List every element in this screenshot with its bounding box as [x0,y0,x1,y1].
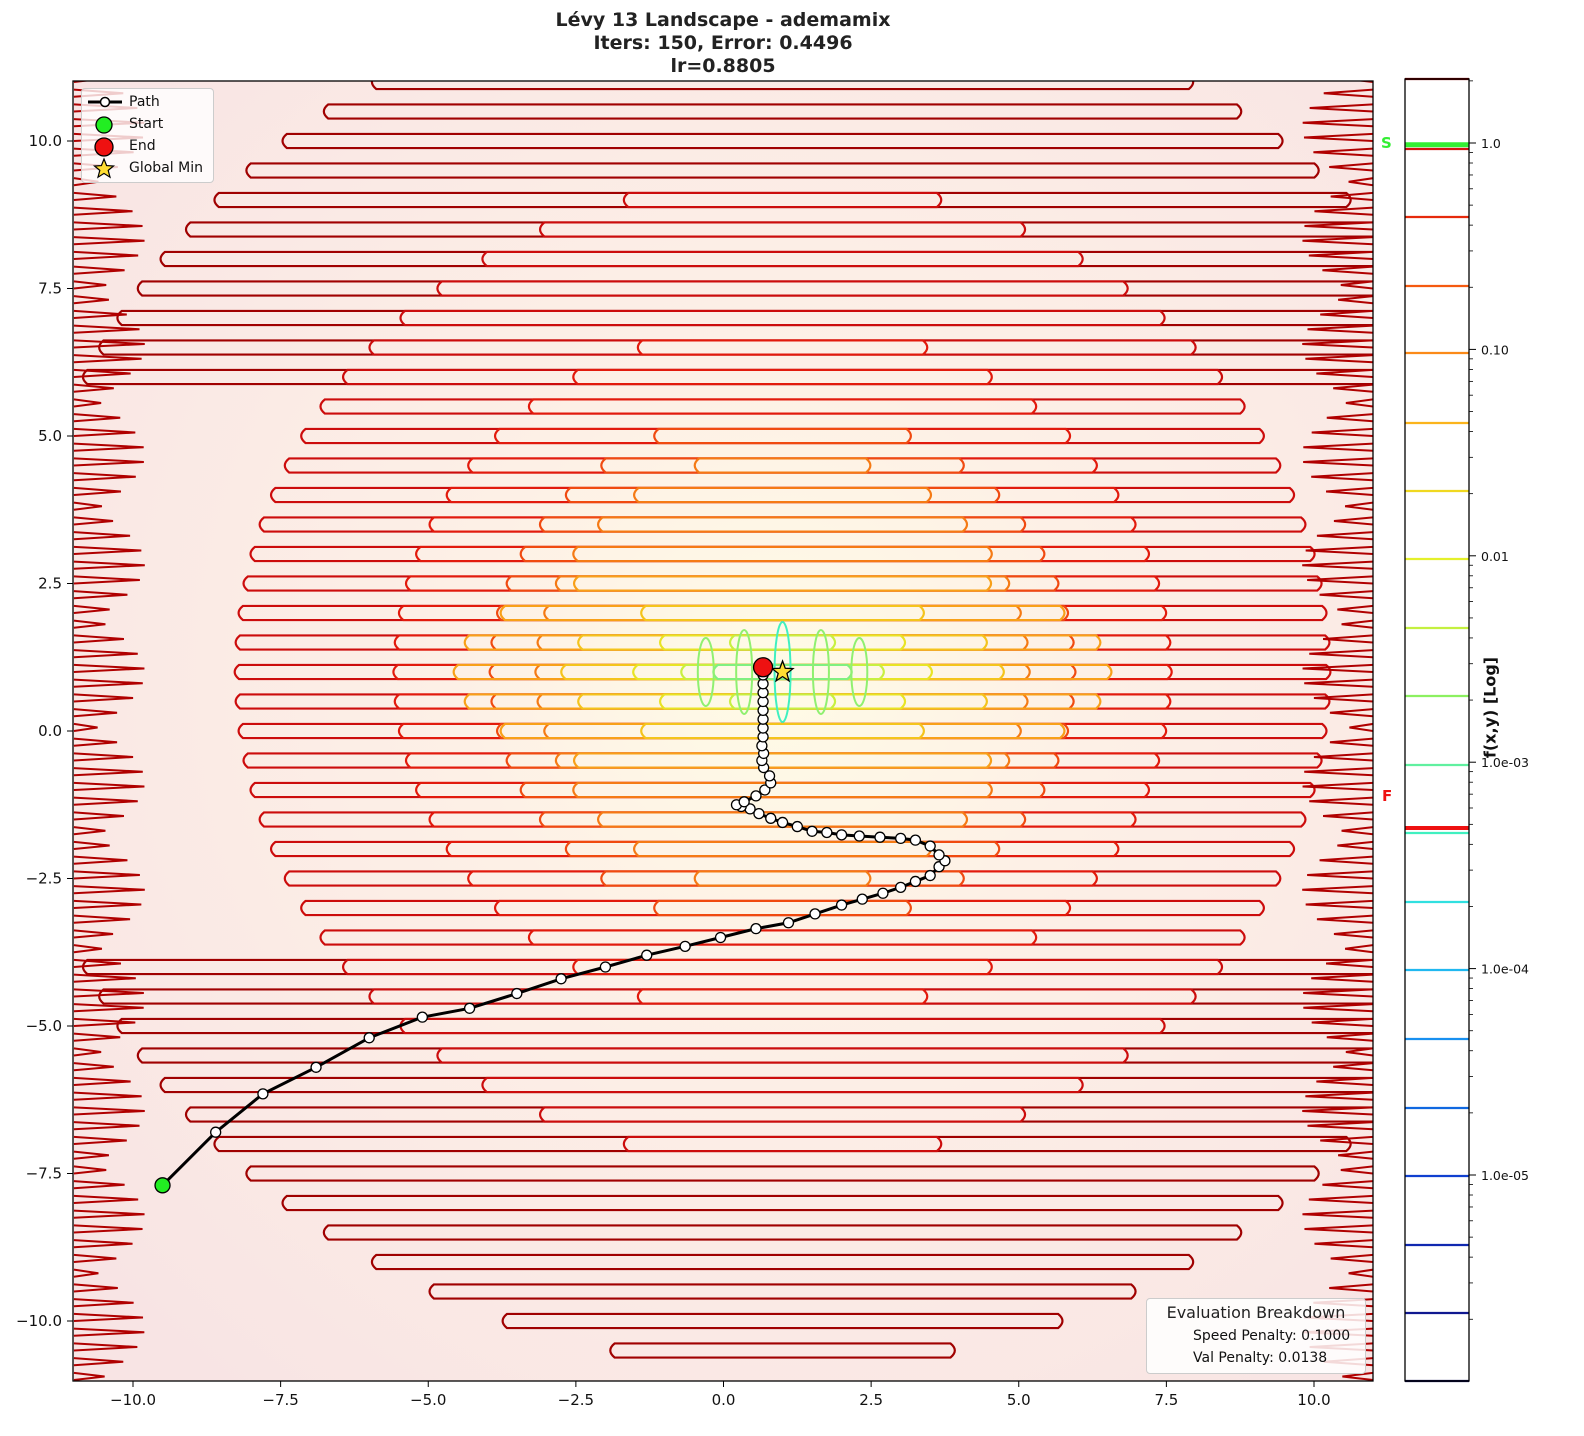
optimizer-path [154,657,951,1194]
path-point [714,931,727,944]
path-point [738,796,750,808]
path-point [835,899,848,911]
legend-label: Global Min [129,160,203,176]
y-tick-label: 7.5 [38,280,62,298]
global-min-star [770,659,795,683]
evaluation-breakdown-box: Evaluation Breakdown Speed Penalty: 0.10… [1146,1298,1366,1374]
path-point [511,987,523,1000]
path-point [555,973,567,985]
path-point [933,849,945,861]
legend: Path Start End Global Min [81,88,214,183]
path-point [763,770,776,782]
colorbar-frame [1404,78,1470,1382]
path-point [782,917,795,929]
red-circle-icon [94,137,114,157]
path-point [895,832,907,845]
y-tick-label: −7.5 [26,1165,62,1183]
green-circle-icon [95,116,113,134]
x-tick-label: 0.0 [712,1391,736,1409]
star-icon [92,157,116,179]
colorbar-final-marker: F [1382,787,1393,805]
y-tick-label: 0.0 [38,722,62,740]
val-penalty: Val Penalty: 0.0138 [1193,1350,1328,1366]
chart-title: Lévy 13 Landscape - ademamix Iters: 150,… [423,9,1023,78]
x-tick-label: −7.5 [262,1391,298,1409]
colorbar-label: f(x,y) [Log] [1480,656,1500,759]
y-tick-label: 5.0 [38,427,62,445]
colorbar-tick-label: 1.0e-04 [1481,962,1529,977]
x-tick-label: 7.5 [1154,1391,1178,1409]
x-tick-label: 2.5 [859,1391,883,1409]
path-point [877,887,889,899]
path-point [909,875,922,888]
path-point [853,830,865,842]
path-point [599,961,612,973]
path-point [416,1011,428,1023]
y-axis: −10.0 −7.5 −5.0 −2.5 0.0 2.5 5.0 7.5 10.0 [16,132,73,1330]
path-point [257,1088,269,1100]
title-line-1: Lévy 13 Landscape - ademamix [555,9,891,31]
path-point [856,893,868,905]
y-tick-label: −5.0 [26,1017,62,1035]
title-line-3: lr=0.8805 [670,55,776,77]
y-tick-label: −10.0 [16,1312,62,1330]
legend-item-end: End [82,135,213,157]
path-point [895,881,907,893]
speed-penalty: Speed Penalty: 0.1000 [1193,1328,1351,1344]
plot-background [73,81,1373,1381]
colorbar-axis: 1.0 0.10 0.01 1.0e-03 1.0e-04 1.0e-05 [1469,80,1529,1320]
path-point [750,923,762,935]
path-point [909,834,922,846]
evaluation-title: Evaluation Breakdown [1166,1303,1346,1322]
y-tick-label: 2.5 [38,575,62,593]
legend-label: Path [129,94,160,110]
legend-item-path: Path [82,91,213,113]
colorbar-body [1405,79,1469,1381]
path-point [924,869,936,882]
path-point [765,812,777,824]
legend-label: End [129,138,156,154]
colorbar-tick-label: 1.0 [1481,136,1501,151]
path-point [750,790,762,802]
path-point [679,940,691,952]
colorbar-tick-label: 0.10 [1481,342,1509,357]
end-marker [752,657,774,678]
x-tick-label: −2.5 [558,1391,594,1409]
path-point [835,829,848,841]
path-point [806,825,818,837]
x-tick-label: 5.0 [1007,1391,1031,1409]
colorbar-tick-label: 1.0e-05 [1481,1168,1529,1183]
path-point [809,908,821,920]
y-tick-label: 10.0 [29,132,62,150]
x-tick-label: −5.0 [410,1391,446,1409]
x-tick-label: −10.0 [110,1391,156,1409]
path-point [821,826,833,839]
path-point [791,820,803,833]
path-point [924,840,936,852]
path-point [210,1126,222,1138]
path-point [759,784,771,796]
path-point [310,1061,322,1073]
title-line-2: Iters: 150, Error: 0.4496 [593,32,853,54]
path-point [641,949,653,961]
colorbar-tick-label: 0.01 [1481,549,1509,564]
x-axis: −10.0 −7.5 −5.0 −2.5 0.0 2.5 5.0 7.5 10.0 [110,1381,1331,1409]
legend-item-start: Start [82,113,213,135]
legend-label: Start [129,116,164,132]
path-point [753,807,765,820]
path-point [363,1032,375,1044]
path-line-icon [88,96,122,108]
path-point [776,816,789,829]
colorbar-tick-label: 1.0e-03 [1481,755,1529,770]
x-tick-label: 10.0 [1297,1391,1330,1409]
y-tick-label: −2.5 [26,870,62,888]
colorbar-start-marker: S [1381,134,1392,152]
legend-item-global-min: Global Min [82,157,213,179]
path-point [463,1002,476,1014]
path-point [874,831,886,843]
start-marker [154,1177,171,1194]
